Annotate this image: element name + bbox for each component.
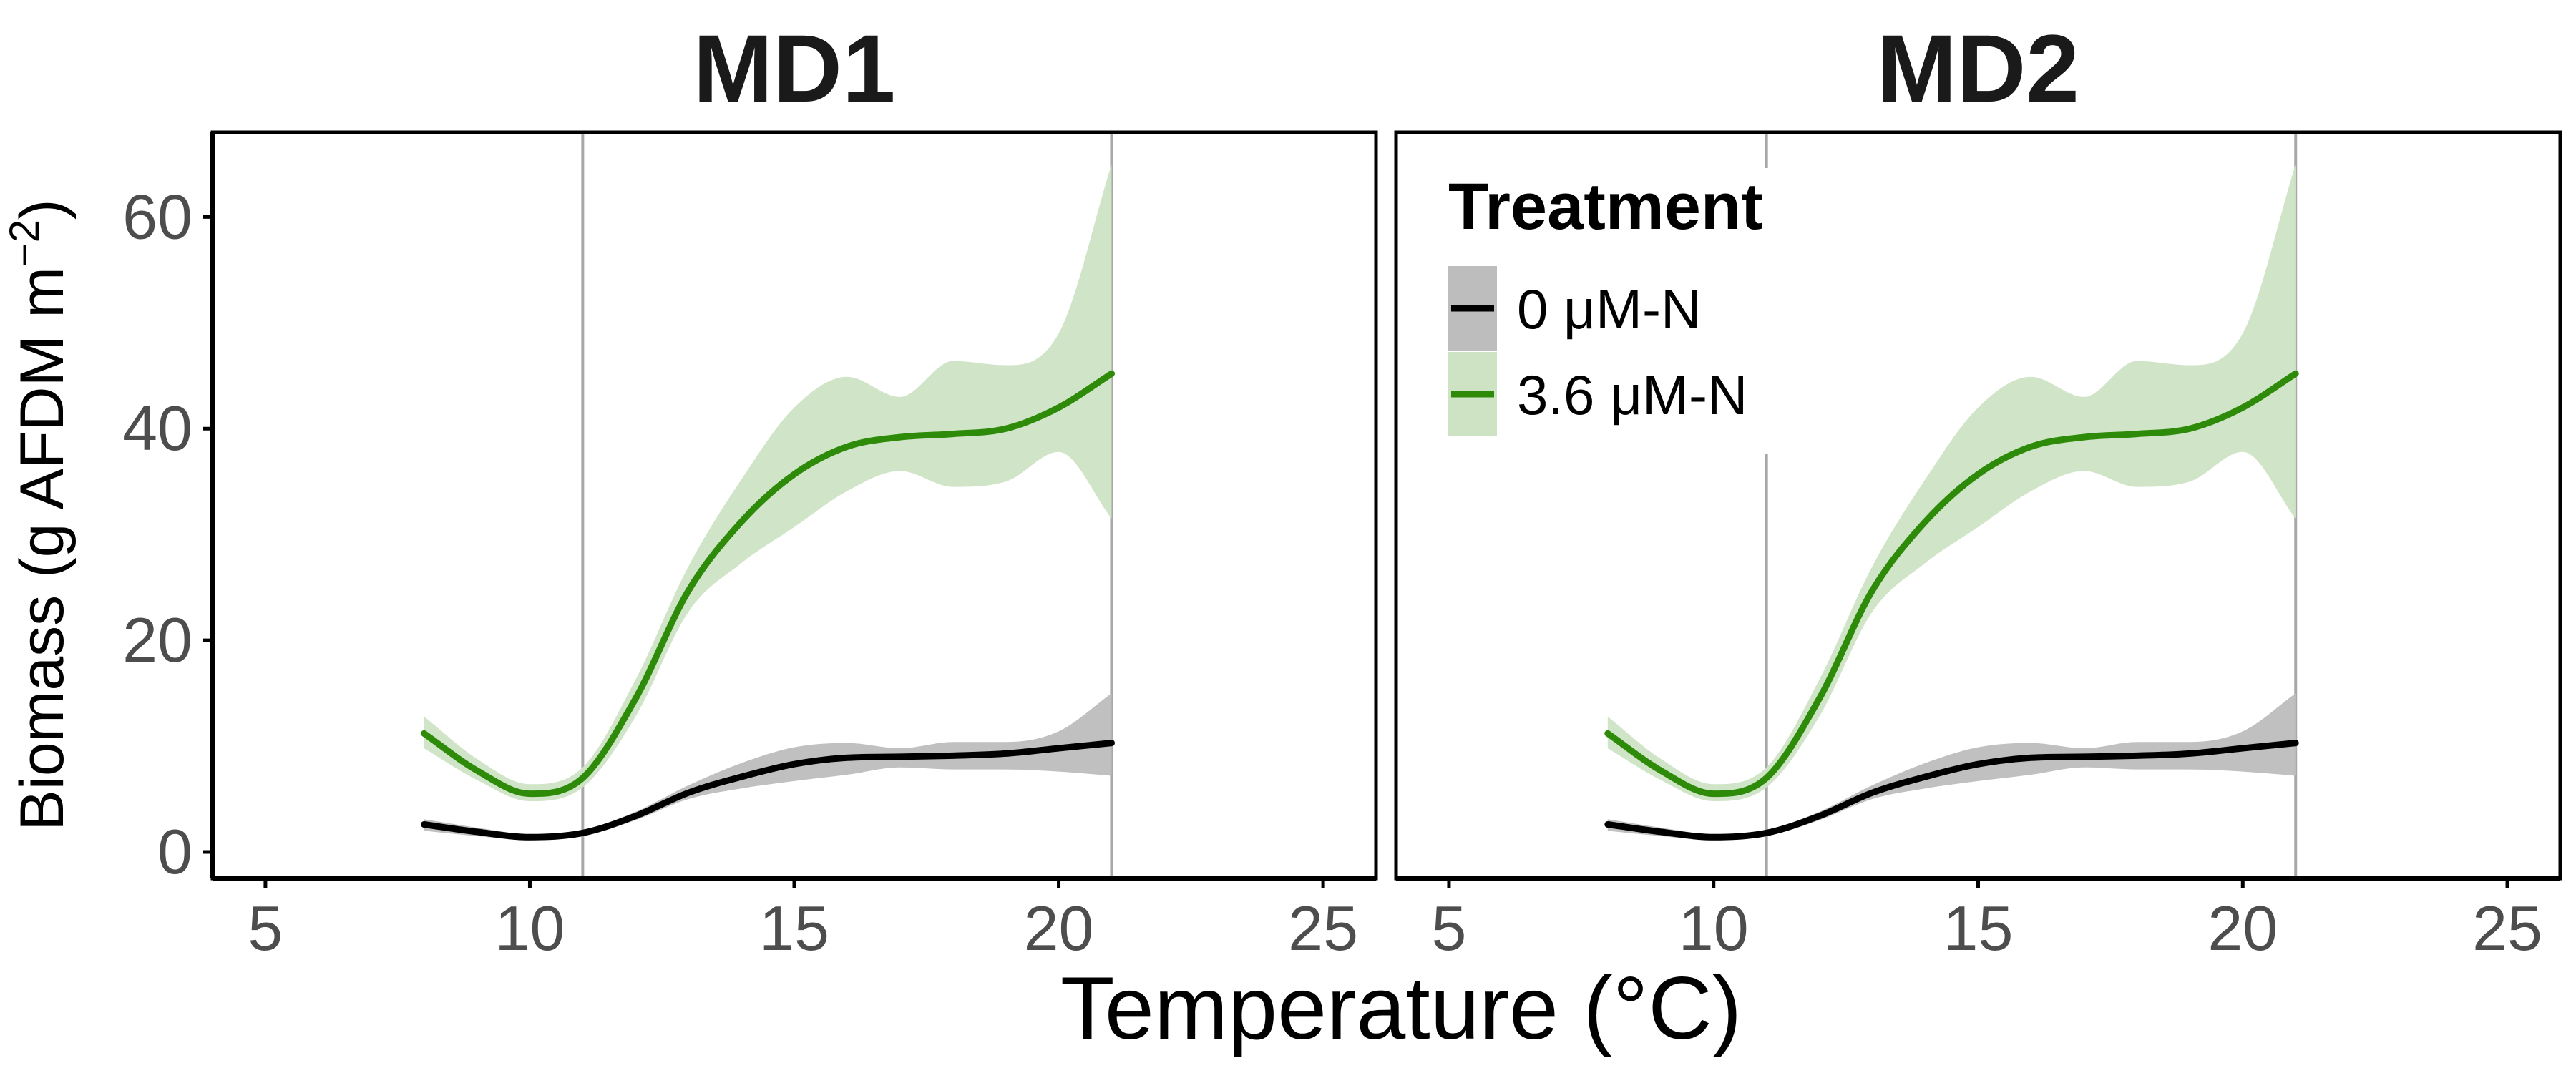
x-tick-label: 20 <box>1024 893 1094 964</box>
x-tick-label: 5 <box>1431 893 1466 964</box>
confidence-band-3-6um <box>424 164 1112 801</box>
x-tick-label: 25 <box>2472 893 2542 964</box>
x-tick-label: 5 <box>248 893 283 964</box>
y-tick-label: 0 <box>157 816 192 887</box>
panel-md1: MD1 5 10 15 20 25 0 20 40 60 <box>122 16 1378 964</box>
x-tick-label: 10 <box>1679 893 1749 964</box>
panel-md2: MD2 5 10 15 20 25 <box>1394 16 2562 964</box>
x-tick-label: 25 <box>1288 893 1358 964</box>
legend-label: 0 μM-N <box>1517 278 1701 340</box>
legend-title: Treatment <box>1448 170 1763 243</box>
y-tick-label: 40 <box>122 393 192 464</box>
legend-background <box>1440 168 1812 454</box>
panels-group: MD1 5 10 15 20 25 0 20 40 60 MD2 5 10 15 20 25 <box>122 16 2562 964</box>
legend-key-0um <box>1448 266 1497 351</box>
legend-label: 3.6 μM-N <box>1517 363 1747 426</box>
series-line-3-6um <box>1604 370 2299 798</box>
x-tick-label: 10 <box>495 893 565 964</box>
series-line-0um <box>421 740 1115 841</box>
y-tick-label: 60 <box>122 181 192 252</box>
confidence-band-3-6um <box>1607 164 2296 801</box>
y-tick-label: 20 <box>122 604 192 675</box>
series-line-3-6um <box>421 370 1115 798</box>
y-axis-title-main: Biomass (g AFDM m <box>8 267 77 831</box>
panel-title: MD1 <box>693 16 896 122</box>
legend: Treatment 0 μM-N 3.6 μM-N <box>1440 168 1812 454</box>
x-tick-label: 15 <box>759 893 829 964</box>
y-axis-title-close: ) <box>8 199 77 220</box>
panel-title: MD2 <box>1877 16 2079 122</box>
x-axis-title: Temperature (°C) <box>1060 959 1742 1058</box>
y-axis-title-superscript: −2 <box>1 220 48 267</box>
y-axis-title: Biomass (g AFDM m−2) <box>1 199 77 831</box>
x-tick-label: 15 <box>1943 893 2014 964</box>
series-line-0um <box>1604 740 2299 841</box>
legend-key-3-6um <box>1448 352 1497 436</box>
x-tick-label: 20 <box>2207 893 2278 964</box>
